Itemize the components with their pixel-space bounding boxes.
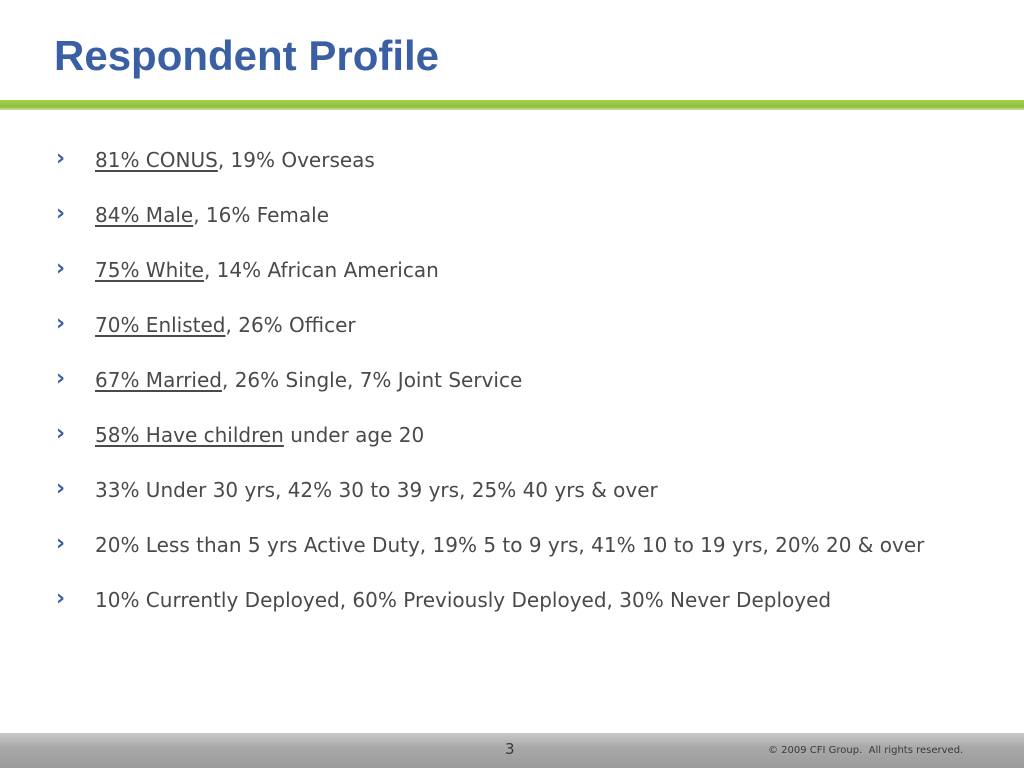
bullet-highlight: 58% Have children (95, 423, 284, 447)
bullet-highlight: 70% Enlisted (95, 313, 226, 337)
chevron-right-icon: › (56, 256, 66, 281)
bullet-item: › 75% White, 14% African American (0, 256, 1024, 284)
chevron-right-icon: › (56, 146, 66, 171)
bullet-item: › 58% Have children under age 20 (0, 421, 1024, 449)
bullet-text: , 26% Single, 7% Joint Service (221, 368, 523, 392)
chevron-right-icon: › (56, 586, 66, 611)
bullet-item: › 10% Currently Deployed, 60% Previously … (0, 586, 1024, 614)
title-divider (0, 100, 1024, 110)
bullet-item: › 70% Enlisted, 26% Officer (0, 311, 1024, 339)
copyright-notice: © 2009 CFI Group. All rights reserved. (768, 745, 964, 756)
page-number: 3 (505, 740, 515, 758)
bullet-item: › 20% Less than 5 yrs Active Duty, 19% 5 … (0, 531, 1024, 559)
bullet-text: , 19% Overseas (217, 148, 375, 172)
bullet-text: , 14% African American (203, 258, 439, 282)
bullet-text: 33% Under 30 yrs, 42% 30 to 39 yrs, 25% … (95, 478, 658, 502)
footer-bar (0, 733, 1024, 768)
chevron-right-icon: › (56, 366, 66, 391)
bullet-text: , 16% Female (193, 203, 330, 227)
chevron-right-icon: › (56, 531, 66, 556)
bullet-text: 20% Less than 5 yrs Active Duty, 19% 5 t… (95, 533, 925, 557)
bullet-highlight: 81% CONUS (95, 148, 218, 172)
chevron-right-icon: › (56, 201, 66, 226)
bullet-highlight: 75% White (95, 258, 204, 282)
slide-title: Respondent Profile (54, 32, 440, 79)
bullet-item: › 81% CONUS, 19% Overseas (0, 146, 1024, 174)
bullet-list: › 81% CONUS, 19% Overseas › 84% Male, 16% … (0, 146, 1024, 641)
chevron-right-icon: › (56, 476, 66, 501)
bullet-text: , 26% Officer (225, 313, 356, 337)
bullet-item: › 84% Male, 16% Female (0, 201, 1024, 229)
bullet-text: under age 20 (283, 423, 425, 447)
bullet-highlight: 84% Male (95, 203, 194, 227)
bullet-item: › 33% Under 30 yrs, 42% 30 to 39 yrs, 25%… (0, 476, 1024, 504)
chevron-right-icon: › (56, 421, 66, 446)
chevron-right-icon: › (56, 311, 66, 336)
bullet-text: 10% Currently Deployed, 60% Previously D… (95, 588, 832, 612)
bullet-item: › 67% Married, 26% Single, 7% Joint Servi… (0, 366, 1024, 394)
bullet-highlight: 67% Married (95, 368, 222, 392)
